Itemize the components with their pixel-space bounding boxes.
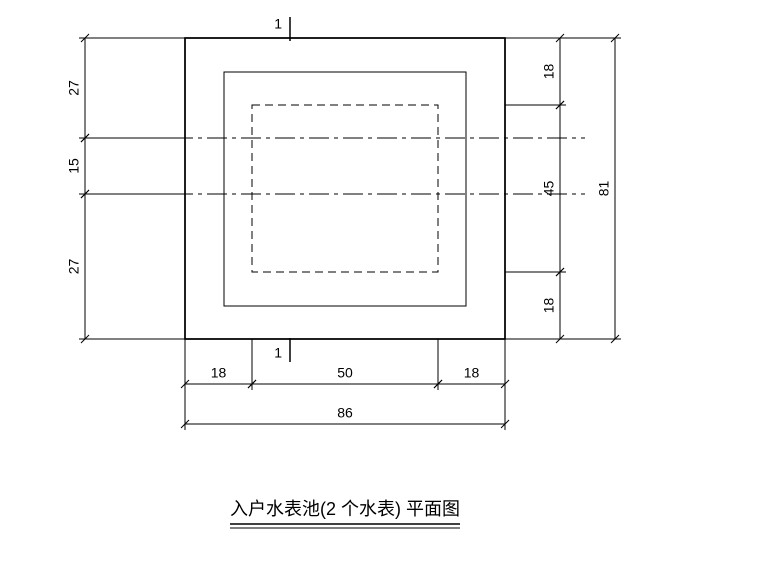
svg-text:81: 81 — [596, 181, 612, 197]
outer-wall — [185, 38, 505, 339]
svg-text:18: 18 — [541, 64, 557, 80]
svg-text:18: 18 — [541, 298, 557, 314]
drawing: 1 1 27 15 27 18 45 18 81 18 50 18 86 入户水表池(2 个水表) 平面图 — [66, 16, 621, 528]
cover-outline — [252, 105, 438, 272]
section-label-top: 1 — [274, 16, 282, 32]
svg-text:18: 18 — [211, 365, 227, 381]
svg-text:27: 27 — [66, 80, 82, 96]
svg-text:45: 45 — [541, 181, 557, 197]
svg-text:18: 18 — [464, 365, 480, 381]
svg-text:15: 15 — [66, 158, 82, 174]
drawing-title: 入户水表池(2 个水表) 平面图 — [230, 499, 460, 519]
svg-text:27: 27 — [66, 259, 82, 275]
svg-text:50: 50 — [337, 365, 353, 381]
section-label-bottom: 1 — [274, 345, 282, 361]
svg-text:86: 86 — [337, 405, 353, 421]
inner-wall — [224, 72, 466, 306]
